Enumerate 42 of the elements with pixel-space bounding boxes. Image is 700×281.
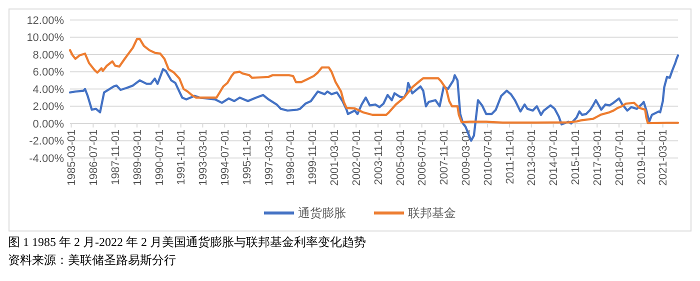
x-tick-label: 2006-07-01 [416,130,429,186]
x-tick-label: 1987-11-01 [110,130,122,185]
x-tick-label: 2019-11-01 [636,130,648,185]
x-tick-label: 1993-03-01 [198,130,210,186]
x-tick-label: 1994-07-01 [219,130,232,186]
x-tick-label: 1999-11-01 [307,130,320,185]
x-tick-label: 2009-03-01 [460,130,472,186]
x-tick-label: 2013-03-01 [526,130,538,186]
x-tick-label: 2001-03-01 [329,130,342,186]
x-tick-label: 1998-07-01 [285,130,298,186]
x-tick-label: 2011-11-01 [504,130,516,184]
legend-label: 通货膨胀 [298,206,346,220]
x-tick-label: 1989-03-01 [132,130,144,186]
x-tick-label: 2003-11-01 [372,130,385,185]
y-tick-label: 10.00% [26,32,64,44]
x-tick-label: 1991-11-01 [176,130,188,185]
y-tick-label: -4.00% [29,152,64,165]
x-tick-label: 2010-07-01 [482,130,494,186]
x-tick-label: 2014-07-01 [548,130,560,186]
x-tick-label: 2007-11-01 [438,130,451,185]
caption: 图 1 1985 年 2 月-2022 年 2 月美国通货膨胀与联邦基金利率变化趋势 [8,235,366,249]
x-tick-label: 2015-11-01 [570,130,582,185]
y-tick-label: 6.00% [32,66,64,79]
x-tick-label: 2017-03-01 [592,130,604,186]
legend-label: 联邦基金 [408,206,456,220]
x-tick-label: 1997-03-01 [263,130,276,186]
x-tick-label: 2021-03-01 [658,130,670,186]
x-tick-label: 2002-07-01 [350,130,363,186]
y-tick-label: 2.00% [32,101,64,114]
text: 资料来源：美联储圣路易斯分行 [8,253,176,267]
x-tick-label: 1995-11-01 [241,130,254,185]
y-tick-label: 8.00% [32,49,64,62]
y-tick-label: -2.00% [29,136,64,148]
y-tick-label: 12.00% [26,14,64,27]
line-series [68,38,680,124]
x-tick-label: 2005-03-01 [394,130,407,186]
x-tick-label: 1985-03-01 [66,130,78,186]
x-tick-label: 1986-07-01 [88,130,100,186]
x-tick-label: 2018-07-01 [614,130,626,186]
y-tick-label: 4.00% [32,84,64,96]
y-tick-label: 0.00% [32,118,64,130]
x-tick-label: 1990-07-01 [154,130,166,186]
